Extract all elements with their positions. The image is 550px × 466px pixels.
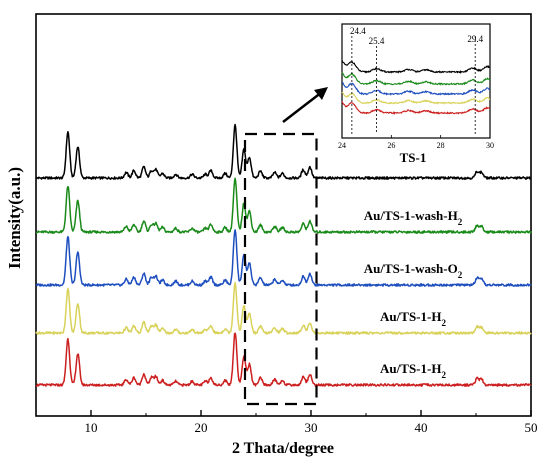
y-axis-title: Intensity(a.u.)	[5, 167, 24, 269]
inset-series-line	[341, 59, 491, 74]
x-axis-ticks: 10 20 30 40 50	[35, 410, 538, 435]
x-tick-label: 40	[415, 420, 428, 435]
series-label: TS-1	[400, 150, 427, 165]
x-tick-label: 30	[305, 420, 318, 435]
series-group	[35, 123, 532, 387]
series-labels: TS-1 Au/TS-1-wash-H2 Au/TS-1-wash-O2 Au/TS-…	[364, 150, 463, 380]
x-tick-label: 10	[85, 420, 98, 435]
inset-annotation: 25.4	[369, 36, 385, 46]
inset-tick-label: 26	[387, 141, 395, 150]
series-line	[35, 281, 532, 335]
inset-tick-label: 28	[437, 141, 445, 150]
inset-annotation: 24.4	[350, 26, 366, 36]
zoom-arrow	[282, 91, 323, 123]
x-axis-title: 2 Thata/degree	[232, 440, 334, 457]
series-line	[35, 332, 532, 387]
zoom-arrow-head	[314, 87, 328, 100]
inset-tick-label: 30	[486, 141, 494, 150]
series-line	[35, 229, 532, 287]
x-tick-label: 50	[525, 420, 538, 435]
inset-frame	[341, 23, 491, 139]
inset-series-line	[341, 81, 491, 96]
series-label: Au/TS-1-wash-H2	[364, 208, 463, 227]
series-label: Au/TS-1-H2	[380, 361, 446, 380]
series-line	[35, 123, 532, 180]
inset-tick-label: 24	[338, 141, 346, 150]
inset-series-line	[341, 72, 491, 87]
inset-plot: 24 26 28 30 24.425.4 29.4	[338, 23, 494, 150]
series-label: Au/TS-1-wash-O2	[364, 261, 463, 280]
series-line	[35, 177, 532, 234]
inset-series-line	[341, 101, 491, 116]
x-tick-label: 20	[195, 420, 208, 435]
inset-series-line	[341, 91, 491, 105]
plot-frame	[35, 13, 532, 417]
inset-annotation: 29.4	[467, 34, 483, 44]
series-label: Au/TS-1-H2	[380, 309, 446, 328]
